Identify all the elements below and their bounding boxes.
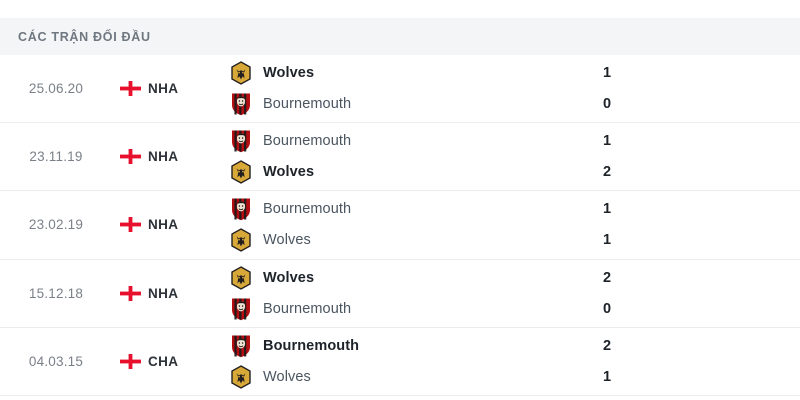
home-team-name: Bournemouth (263, 337, 360, 354)
england-flag-icon (120, 217, 141, 233)
away-team[interactable]: Bournemouth (230, 298, 600, 320)
england-flag-icon (120, 149, 141, 165)
home-team[interactable]: Bournemouth (230, 197, 600, 221)
away-team-score: 1 (603, 368, 612, 385)
away-team[interactable]: Wolves (230, 160, 600, 185)
home-team-name: Bournemouth (263, 133, 352, 150)
bournemouth-badge-icon (230, 334, 252, 358)
wolves-badge-icon (230, 228, 252, 253)
h2h-section-header: CÁC TRẬN ĐỐI ĐẦU (0, 18, 800, 55)
away-team-name: Wolves (263, 232, 311, 249)
match-date: 25.06.20 (28, 81, 84, 97)
away-team-score: 2 (603, 164, 612, 181)
match-competition[interactable]: NHA (112, 217, 220, 233)
home-team[interactable]: Wolves (230, 61, 600, 85)
bournemouth-badge-icon (230, 197, 252, 221)
match-teams: Bournemouth Wolves (220, 197, 600, 253)
wolves-badge-icon (230, 61, 252, 85)
competition-label: NHA (148, 81, 179, 97)
bournemouth-badge-icon (230, 92, 252, 116)
match-teams: Bournemouth Wolves (220, 334, 600, 389)
away-team-score: 0 (603, 96, 612, 113)
match-row[interactable]: 23.11.19 NHA Bournemouth Wolves 1 2 (0, 123, 800, 192)
away-team-score: 1 (603, 232, 612, 249)
competition-label: NHA (148, 149, 179, 165)
away-team[interactable]: Bournemouth (230, 92, 600, 116)
away-team-name: Bournemouth (263, 300, 352, 317)
competition-label: CHA (148, 353, 179, 369)
home-team-score: 2 (603, 337, 612, 354)
wolves-badge-icon (230, 265, 252, 290)
home-team-score: 1 (603, 65, 612, 82)
away-team-score: 0 (603, 300, 612, 317)
match-competition[interactable]: NHA (112, 285, 220, 301)
match-competition[interactable]: CHA (112, 353, 220, 369)
h2h-section-title: CÁC TRẬN ĐỐI ĐẦU (18, 29, 151, 44)
match-competition[interactable]: NHA (112, 81, 220, 97)
away-team[interactable]: Wolves (230, 365, 600, 389)
home-team-name: Wolves (263, 65, 315, 82)
away-team-name: Wolves (263, 164, 315, 181)
england-flag-icon (120, 353, 141, 369)
match-list: 25.06.20 NHA Wolves Bournemouth 1 0 23.11.19 NH… (0, 55, 800, 396)
match-teams: Wolves Bournemouth (220, 61, 600, 116)
competition-label: NHA (148, 285, 179, 301)
home-team-score: 1 (603, 201, 612, 218)
away-team-name: Bournemouth (263, 96, 352, 113)
match-teams: Bournemouth Wolves (220, 129, 600, 185)
home-team[interactable]: Wolves (230, 265, 600, 290)
match-row[interactable]: 04.03.15 CHA Bournemouth Wolves 2 1 (0, 327, 800, 396)
match-teams: Wolves Bournemouth (220, 265, 600, 320)
match-date: 23.02.19 (28, 217, 84, 233)
home-team-score: 1 (603, 133, 612, 150)
away-team-name: Wolves (263, 368, 311, 385)
home-team[interactable]: Bournemouth (230, 334, 600, 358)
away-team[interactable]: Wolves (230, 228, 600, 253)
competition-label: NHA (148, 217, 179, 233)
match-row[interactable]: 15.12.18 NHA Wolves Bournemouth 2 0 (0, 259, 800, 328)
home-team-name: Wolves (263, 269, 315, 286)
england-flag-icon (120, 285, 141, 301)
match-competition[interactable]: NHA (112, 149, 220, 165)
wolves-badge-icon (230, 160, 252, 185)
home-team-name: Bournemouth (263, 201, 352, 218)
match-date: 23.11.19 (29, 149, 83, 165)
england-flag-icon (120, 81, 141, 97)
wolves-badge-icon (230, 365, 252, 389)
match-row[interactable]: 25.06.20 NHA Wolves Bournemouth 1 0 (0, 55, 800, 124)
bournemouth-badge-icon (230, 297, 252, 321)
match-row[interactable]: 23.02.19 NHA Bournemouth Wolves 1 1 (0, 191, 800, 260)
home-team-score: 2 (603, 269, 612, 286)
bournemouth-badge-icon (230, 129, 252, 153)
match-date: 04.03.15 (28, 353, 84, 369)
match-date: 15.12.18 (28, 285, 84, 301)
home-team[interactable]: Bournemouth (230, 129, 600, 153)
